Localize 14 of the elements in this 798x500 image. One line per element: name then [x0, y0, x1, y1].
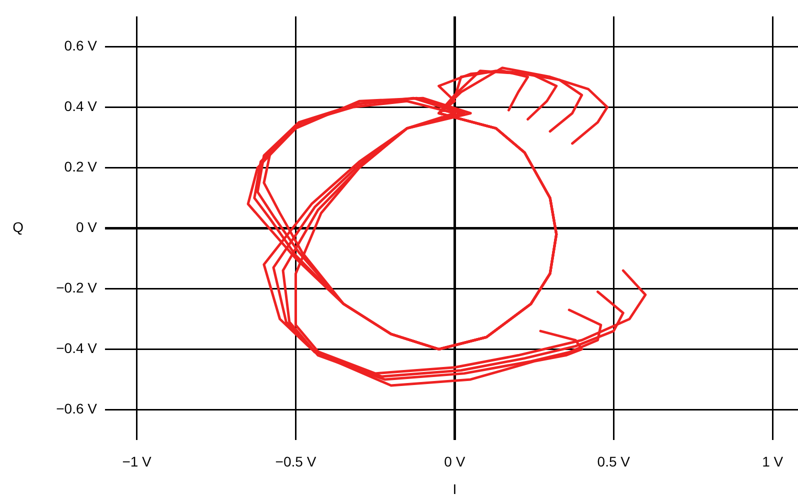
y-tick-label: 0.6 V: [64, 38, 98, 54]
y-tick-label: −0.4 V: [56, 340, 98, 356]
y-tick-label: −0.6 V: [56, 400, 98, 417]
y-tick-label: 0.4 V: [64, 98, 98, 114]
x-axis-title: I: [452, 480, 457, 497]
y-tick-label: −0.2 V: [56, 280, 98, 296]
y-tick-label: 0.2 V: [64, 158, 98, 175]
x-tick-label: 0.5 V: [597, 453, 631, 470]
x-tick-label: −1 V: [122, 453, 152, 470]
x-tick-label: 0 V: [444, 453, 466, 470]
y-axis-title: Q: [12, 219, 24, 236]
x-tick-label: 1 V: [762, 453, 784, 470]
y-tick-label: 0 V: [76, 219, 98, 236]
x-tick-label: −0.5 V: [275, 453, 317, 470]
